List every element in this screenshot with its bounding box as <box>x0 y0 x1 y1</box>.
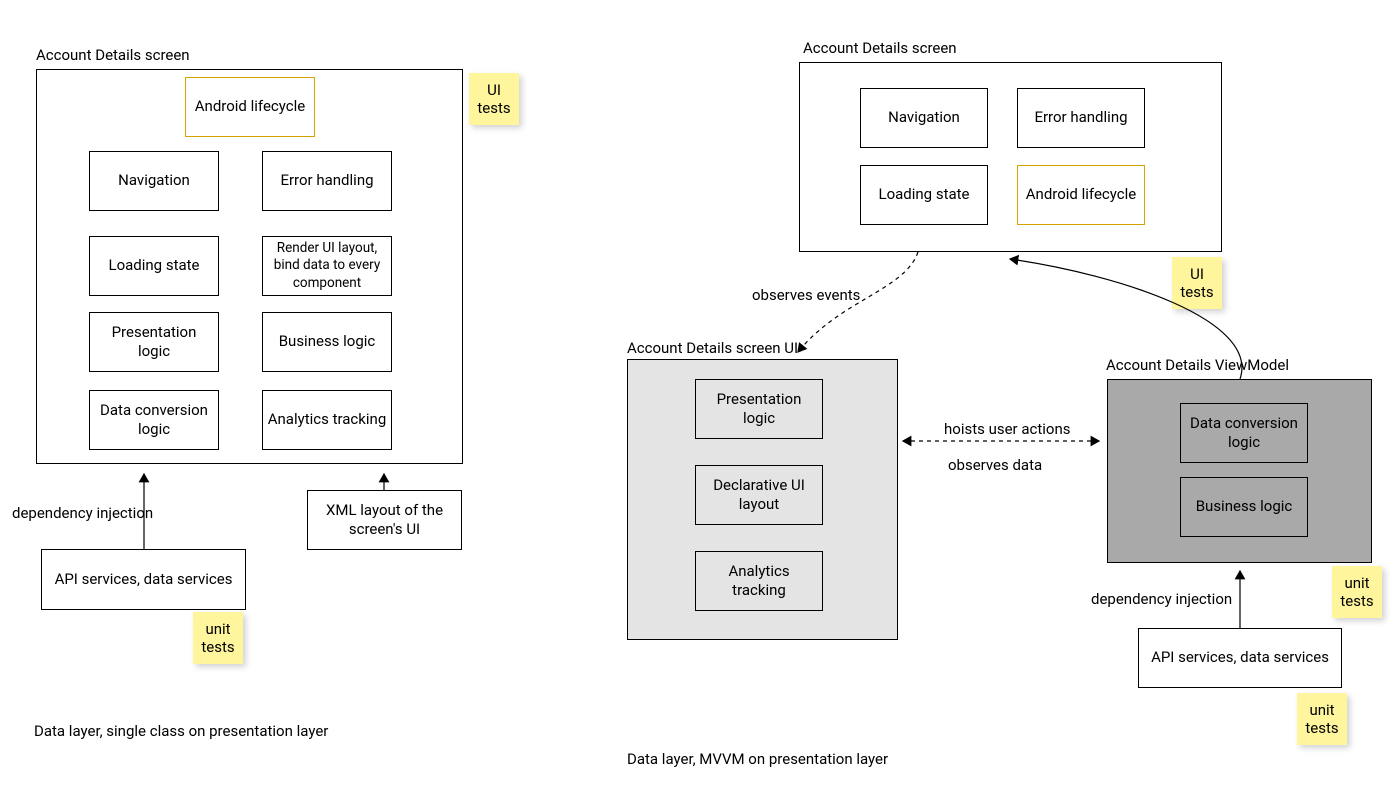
box-decl-right: Declarative UI layout <box>695 465 823 525</box>
box-loading-right: Loading state <box>860 165 988 225</box>
left-caption: Data layer, single class on presentation… <box>34 722 328 740</box>
box-analytics-right: Analytics tracking <box>695 551 823 611</box>
box-presentation-right: Presentation logic <box>695 379 823 439</box>
box-analytics-left: Analytics tracking <box>262 390 392 450</box>
box-android-lifecycle-left: Android lifecycle <box>185 77 315 137</box>
box-loading-left: Loading state <box>89 236 219 296</box>
box-business-left: Business logic <box>262 312 392 372</box>
box-dataconv-right: Data conversion logic <box>1180 403 1308 463</box>
right-dep-label: dependency injection <box>1091 590 1232 608</box>
sticky-unit1-right: unit tests <box>1332 566 1382 618</box>
sticky-unit-left: unit tests <box>193 612 243 664</box>
right-ui-title: Account Details screen UI <box>627 339 798 357</box>
box-navigation-right: Navigation <box>860 88 988 148</box>
box-navigation-left: Navigation <box>89 151 219 211</box>
box-business-right: Business logic <box>1180 477 1308 537</box>
sticky-ui-right: UI tests <box>1172 257 1222 309</box>
right-caption: Data layer, MVVM on presentation layer <box>627 750 888 768</box>
box-dataconv-left: Data conversion logic <box>89 390 219 450</box>
box-xml-left: XML layout of the screen's UI <box>307 490 462 550</box>
box-presentation-left: Presentation logic <box>89 312 219 372</box>
box-services-left: API services, data services <box>41 549 246 610</box>
left-dep-label: dependency injection <box>12 504 153 522</box>
box-services-right: API services, data services <box>1138 628 1342 688</box>
box-error-left: Error handling <box>262 151 392 211</box>
box-render-left: Render UI layout, bind data to every com… <box>262 236 392 296</box>
label-observes-data: observes data <box>948 456 1042 474</box>
right-screen-title: Account Details screen <box>803 39 957 57</box>
label-observes-events: observes events <box>752 286 860 304</box>
sticky-unit2-right: unit tests <box>1297 693 1347 745</box>
left-title: Account Details screen <box>36 46 190 64</box>
right-vm-title: Account Details ViewModel <box>1106 356 1289 374</box>
label-hoists: hoists user actions <box>944 420 1071 438</box>
box-lifecycle-right: Android lifecycle <box>1017 165 1145 225</box>
sticky-ui-left: UI tests <box>469 73 519 125</box>
box-error-right: Error handling <box>1017 88 1145 148</box>
